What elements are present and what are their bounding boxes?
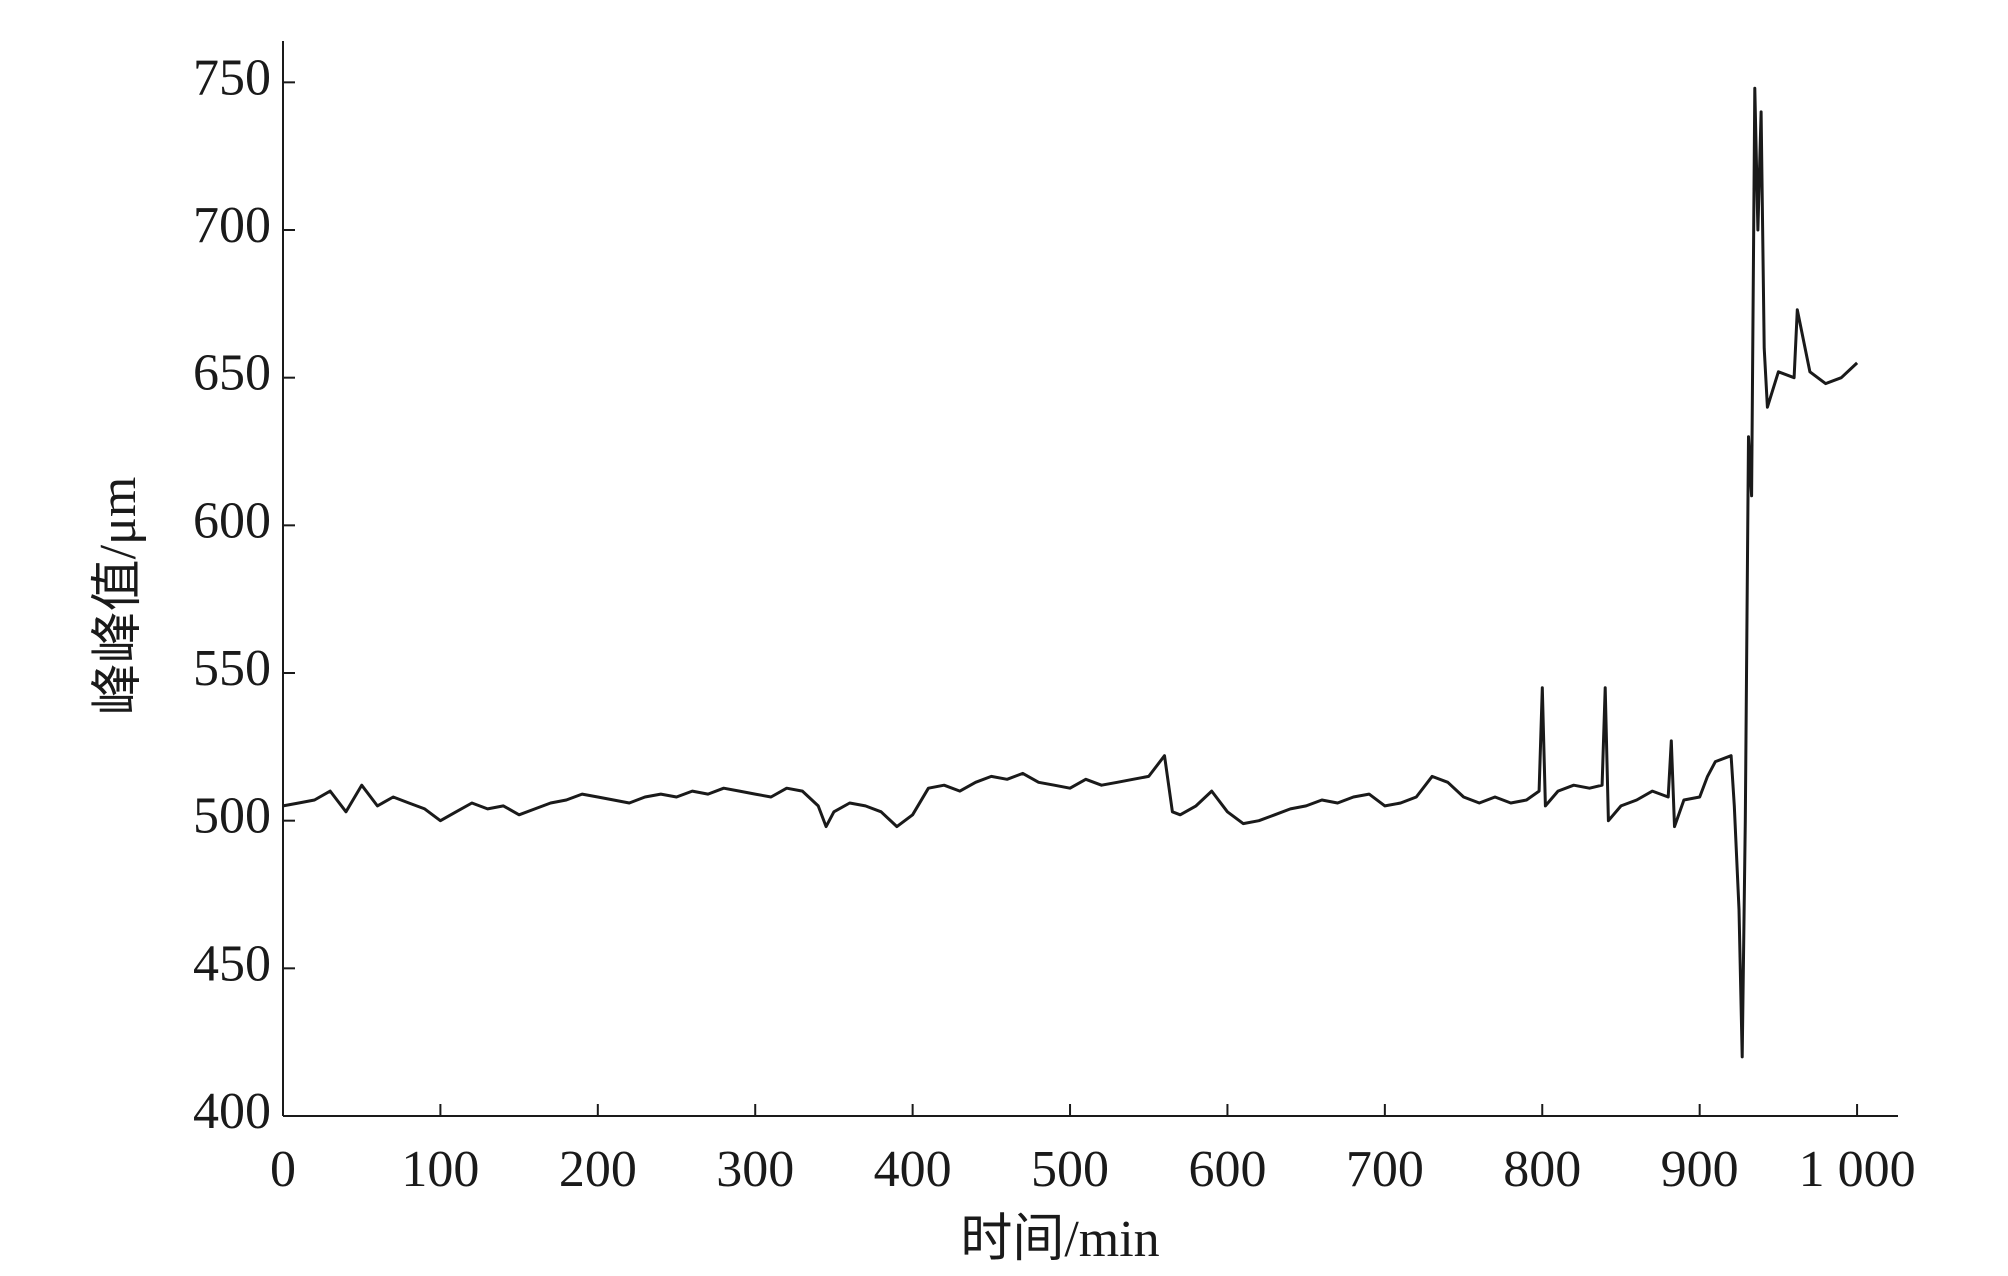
x-tick-label: 500 bbox=[1031, 1141, 1109, 1198]
x-tick-label: 0 bbox=[270, 1141, 296, 1198]
y-tick-label: 450 bbox=[193, 935, 271, 992]
y-tick-label: 550 bbox=[193, 640, 271, 697]
data-line bbox=[282, 86, 1859, 1059]
x-tick-label: 1 000 bbox=[1799, 1141, 1916, 1198]
x-tick-label: 100 bbox=[401, 1141, 479, 1198]
y-tick-label: 750 bbox=[193, 49, 271, 106]
x-tick-label: 600 bbox=[1188, 1141, 1266, 1198]
x-tick-label: 900 bbox=[1661, 1141, 1739, 1198]
x-tick-label: 400 bbox=[874, 1141, 952, 1198]
x-tick-label: 200 bbox=[559, 1141, 637, 1198]
x-axis-title: 时间/min bbox=[960, 1211, 1159, 1268]
y-axis-title: 峰峰值/μm bbox=[90, 477, 147, 716]
x-tick-label: 300 bbox=[716, 1141, 794, 1198]
y-tick-label: 600 bbox=[193, 492, 271, 549]
x-tick-label: 800 bbox=[1503, 1141, 1581, 1198]
y-tick-label: 400 bbox=[193, 1083, 271, 1140]
x-tick-label: 700 bbox=[1346, 1141, 1424, 1198]
y-tick-label: 650 bbox=[193, 345, 271, 402]
y-tick-label: 700 bbox=[193, 197, 271, 254]
y-tick-label: 500 bbox=[193, 788, 271, 845]
